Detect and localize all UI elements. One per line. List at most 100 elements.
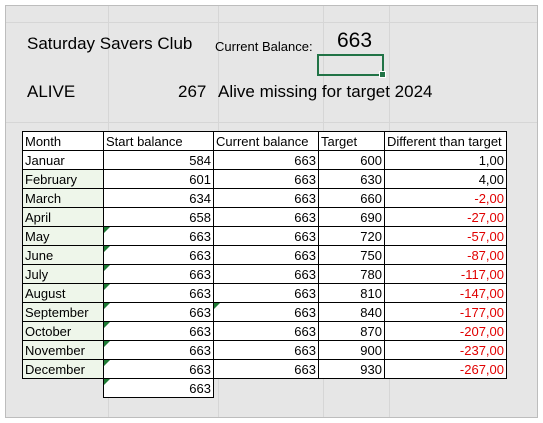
month-cell[interactable]: November — [22, 340, 104, 360]
target-cell[interactable]: 750 — [318, 245, 385, 265]
difference-cell[interactable]: -117,00 — [384, 264, 507, 284]
current-balance-cell[interactable]: 663 — [213, 188, 319, 208]
current-balance-value: 663 — [294, 285, 316, 301]
start-balance-cell[interactable]: 634 — [103, 188, 214, 208]
current-balance-cell[interactable]: 663 — [213, 207, 319, 227]
error-indicator-icon — [104, 322, 110, 328]
target-cell[interactable]: 840 — [318, 302, 385, 322]
error-indicator-icon — [104, 379, 110, 385]
start-balance-cell[interactable]: 663 — [103, 283, 214, 303]
error-indicator-icon — [214, 303, 220, 309]
month-cell[interactable]: Januar — [22, 150, 104, 170]
target-cell[interactable]: 630 — [318, 169, 385, 189]
column-header-current-balance[interactable]: Current balance — [213, 131, 319, 151]
total-start-cell[interactable]: 663 — [103, 378, 214, 398]
difference-cell[interactable]: -207,00 — [384, 321, 507, 341]
start-balance-cell[interactable]: 663 — [103, 340, 214, 360]
target-cell[interactable]: 690 — [318, 207, 385, 227]
month-cell[interactable]: August — [22, 283, 104, 303]
target-value: 600 — [360, 152, 382, 168]
current-balance-cell[interactable]: 663 — [213, 321, 319, 341]
current-balance-cell[interactable]: 663 — [213, 264, 319, 284]
start-balance-cell[interactable]: 663 — [103, 302, 214, 322]
selected-cell[interactable] — [317, 54, 386, 78]
current-balance-cell[interactable]: 663 — [213, 302, 319, 322]
target-cell[interactable]: 600 — [318, 150, 385, 170]
error-indicator-icon — [104, 265, 110, 271]
total-start-value: 663 — [189, 380, 211, 396]
start-balance-value: 663 — [189, 323, 211, 339]
start-balance-cell[interactable]: 663 — [103, 245, 214, 265]
table-row: June 663 663 750 -87,00 — [22, 245, 507, 265]
alive-count[interactable]: 267 — [178, 82, 207, 101]
current-balance-cell[interactable]: 663 — [213, 226, 319, 246]
month-cell[interactable]: July — [22, 264, 104, 284]
target-cell[interactable]: 660 — [318, 188, 385, 208]
target-cell[interactable]: 810 — [318, 283, 385, 303]
difference-cell[interactable]: 4,00 — [384, 169, 507, 189]
difference-cell[interactable]: -147,00 — [384, 283, 507, 303]
current-balance-value: 663 — [294, 209, 316, 225]
difference-value: -207,00 — [459, 323, 504, 339]
difference-cell[interactable]: -177,00 — [384, 302, 507, 322]
current-balance-cell[interactable]: 663 — [213, 245, 319, 265]
month-cell[interactable]: December — [22, 359, 104, 379]
difference-cell[interactable]: -87,00 — [384, 245, 507, 265]
month-cell[interactable]: May — [22, 226, 104, 246]
difference-cell[interactable]: -237,00 — [384, 340, 507, 360]
difference-cell[interactable]: -2,00 — [384, 188, 507, 208]
month-cell[interactable]: October — [22, 321, 104, 341]
target-value: 930 — [360, 361, 382, 377]
target-cell[interactable]: 720 — [318, 226, 385, 246]
month-cell[interactable]: September — [22, 302, 104, 322]
target-cell[interactable]: 900 — [318, 340, 385, 360]
month-cell[interactable]: June — [22, 245, 104, 265]
start-balance-cell[interactable]: 658 — [103, 207, 214, 227]
start-balance-value: 663 — [189, 361, 211, 377]
month-cell[interactable]: March — [22, 188, 104, 208]
month-value: October — [25, 323, 72, 339]
sheet-title[interactable]: Saturday Savers Club — [27, 34, 193, 53]
target-cell[interactable]: 780 — [318, 264, 385, 284]
column-header-target[interactable]: Target — [318, 131, 385, 151]
start-balance-cell[interactable]: 663 — [103, 359, 214, 379]
gridline — [6, 122, 537, 123]
start-balance-cell[interactable]: 663 — [103, 226, 214, 246]
target-cell[interactable]: 930 — [318, 359, 385, 379]
current-balance-cell[interactable]: 663 — [213, 340, 319, 360]
table-row: February 601 663 630 4,00 — [22, 169, 507, 189]
start-balance-cell[interactable]: 584 — [103, 150, 214, 170]
month-value: May — [25, 228, 50, 244]
current-balance-cell[interactable]: 663 — [213, 169, 319, 189]
start-balance-cell[interactable]: 663 — [103, 264, 214, 284]
month-cell[interactable]: April — [22, 207, 104, 227]
table-row: Januar 584 663 600 1,00 — [22, 150, 507, 170]
alive-label[interactable]: ALIVE — [27, 82, 76, 101]
target-value: 720 — [360, 228, 382, 244]
fill-handle[interactable] — [379, 71, 386, 78]
target-cell[interactable]: 870 — [318, 321, 385, 341]
error-indicator-icon — [104, 227, 110, 233]
alive-text[interactable]: Alive missing for target 2024 — [218, 82, 433, 101]
current-balance-cell[interactable]: 663 — [213, 150, 319, 170]
current-balance-cell[interactable]: 663 — [213, 283, 319, 303]
current-balance-cell[interactable]: 663 — [213, 359, 319, 379]
current-balance-value: 663 — [294, 323, 316, 339]
current-balance-value[interactable]: 663 — [337, 29, 373, 52]
difference-cell[interactable]: -267,00 — [384, 359, 507, 379]
month-cell[interactable]: February — [22, 169, 104, 189]
current-balance-label[interactable]: Current Balance: — [215, 39, 313, 54]
table-row: August 663 663 810 -147,00 — [22, 283, 507, 303]
month-value: April — [25, 209, 52, 225]
start-balance-cell[interactable]: 663 — [103, 321, 214, 341]
difference-cell[interactable]: 1,00 — [384, 150, 507, 170]
difference-value: -117,00 — [460, 266, 504, 282]
difference-cell[interactable]: -57,00 — [384, 226, 507, 246]
column-header-start-balance[interactable]: Start balance — [103, 131, 214, 151]
start-balance-value: 663 — [189, 285, 211, 301]
table-row: September 663 663 840 -177,00 — [22, 302, 507, 322]
difference-cell[interactable]: -27,00 — [384, 207, 507, 227]
column-header-month[interactable]: Month — [22, 131, 104, 151]
start-balance-cell[interactable]: 601 — [103, 169, 214, 189]
column-header-difference[interactable]: Different than target — [384, 131, 507, 151]
